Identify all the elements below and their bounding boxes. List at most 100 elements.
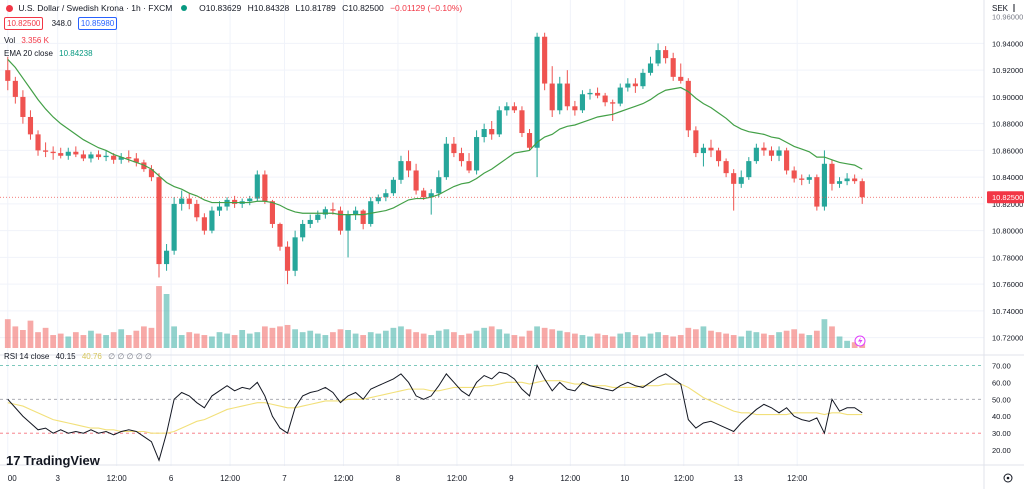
volume-bar xyxy=(496,329,503,348)
candle-body xyxy=(73,151,79,155)
trade-pills: 10.82500 348.0 10.85980 xyxy=(4,17,119,30)
ohlc-open: O10.83629 xyxy=(199,3,242,13)
volume-bar xyxy=(745,330,752,348)
volume-bar xyxy=(375,333,382,348)
candle-body xyxy=(43,150,49,152)
ohlc-high: H10.84328 xyxy=(247,3,290,13)
rsi-ma-line xyxy=(7,380,863,434)
candle-body xyxy=(201,217,207,231)
time-tick-label: 00 xyxy=(8,474,17,483)
volume-bar xyxy=(435,330,442,348)
candle-body xyxy=(791,170,797,179)
volume-bar xyxy=(216,332,223,348)
volume-legend: Vol 3.356 K xyxy=(4,36,49,45)
candle-body xyxy=(451,143,457,154)
candle-body xyxy=(5,70,11,81)
volume-bar xyxy=(564,332,571,348)
volume-bar xyxy=(730,335,737,348)
tradingview-logo[interactable]: 17 TradingView xyxy=(6,453,100,468)
candle-body xyxy=(526,133,533,148)
candle-body xyxy=(436,177,442,194)
volume-bar xyxy=(201,335,208,348)
collapse-dot-icon[interactable] xyxy=(6,5,13,12)
volume-bar xyxy=(292,329,298,348)
candle-body xyxy=(481,129,487,138)
candle-body xyxy=(232,199,238,204)
volume-bar xyxy=(549,329,556,348)
rsi-ma-value: 40.76 xyxy=(81,352,102,361)
candle-body xyxy=(504,106,510,111)
buy-button[interactable]: 10.85980 xyxy=(77,17,118,30)
rsi-tick-label: 70.00 xyxy=(992,361,1011,370)
volume-bar xyxy=(602,335,609,348)
volume-bar xyxy=(254,332,261,348)
candle-body xyxy=(768,150,775,156)
volume-bar xyxy=(761,333,767,348)
candle-body xyxy=(715,150,722,162)
volume-bar xyxy=(141,326,147,348)
candle-body xyxy=(708,147,714,151)
candle-body xyxy=(655,50,661,64)
volume-bar xyxy=(277,326,283,348)
candle-body xyxy=(398,161,404,180)
symbol-title[interactable]: U.S. Dollar / Swedish Krona · 1h · FXCM xyxy=(18,3,173,13)
volume-bar xyxy=(88,330,94,348)
candle-body xyxy=(50,151,56,154)
volume-value: 3.356 K xyxy=(21,36,49,45)
volume-bar xyxy=(284,324,291,348)
time-tick-label: 12:00 xyxy=(560,474,581,483)
candle-body xyxy=(118,157,124,160)
rsi-tick-label: 60.00 xyxy=(992,378,1011,387)
volume-bar xyxy=(171,326,178,348)
rsi-legend: RSI 14 close 40.15 40.76 ∅ ∅ ∅ ∅ ∅ xyxy=(4,352,152,361)
candle-body xyxy=(466,161,472,171)
candle-body xyxy=(269,201,276,224)
volume-bar xyxy=(572,333,578,348)
candle-body xyxy=(421,190,427,198)
volume-bar xyxy=(12,326,19,348)
candle-body xyxy=(564,83,570,107)
candle-body xyxy=(315,214,321,220)
candle-body xyxy=(300,223,306,238)
price-tick-partial: 10.96000 xyxy=(992,13,1023,22)
volume-bar xyxy=(594,333,601,348)
volume-bar xyxy=(382,330,389,348)
ohlc-change: −0.01129 (−0.10%) xyxy=(390,3,463,13)
price-tick-label: 10.76000 xyxy=(992,280,1023,289)
price-tick-label: 10.94000 xyxy=(992,39,1023,48)
candle-body xyxy=(148,169,155,178)
volume-bar xyxy=(791,329,798,348)
volume-bar xyxy=(821,319,828,348)
time-tick-label: 12:00 xyxy=(333,474,354,483)
candle-body xyxy=(284,246,291,271)
candle-body xyxy=(345,214,351,231)
volume-bar xyxy=(640,336,646,348)
sell-button[interactable]: 10.82500 xyxy=(4,17,44,30)
volume-bar xyxy=(798,333,805,348)
status-dot-icon xyxy=(180,5,187,11)
volume-bar xyxy=(488,326,495,348)
volume-bar xyxy=(609,336,616,348)
candle-body xyxy=(383,193,389,198)
candle-body xyxy=(474,137,480,171)
candle-body xyxy=(836,181,843,184)
candle-body xyxy=(405,161,412,171)
ema-legend: EMA 20 close 10.84238 xyxy=(4,49,93,58)
volume-bar xyxy=(80,335,87,348)
volume-bar xyxy=(72,332,79,348)
candle-body xyxy=(194,203,200,218)
volume-bar xyxy=(209,336,215,348)
rsi-value: 40.15 xyxy=(55,352,76,361)
settings-gear-icon[interactable] xyxy=(1003,473,1013,483)
volume-bar xyxy=(27,320,34,348)
price-tick-label: 10.80000 xyxy=(992,227,1023,236)
time-tick-label: 10 xyxy=(620,474,629,483)
candle-body xyxy=(330,209,336,211)
candle-body xyxy=(209,210,215,231)
volume-bar xyxy=(579,335,586,348)
time-tick-label: 12:00 xyxy=(674,474,695,483)
rsi-tick-label: 30.00 xyxy=(992,429,1011,438)
volume-bar xyxy=(367,332,374,348)
volume-bar xyxy=(647,333,654,348)
volume-bar xyxy=(420,333,427,348)
